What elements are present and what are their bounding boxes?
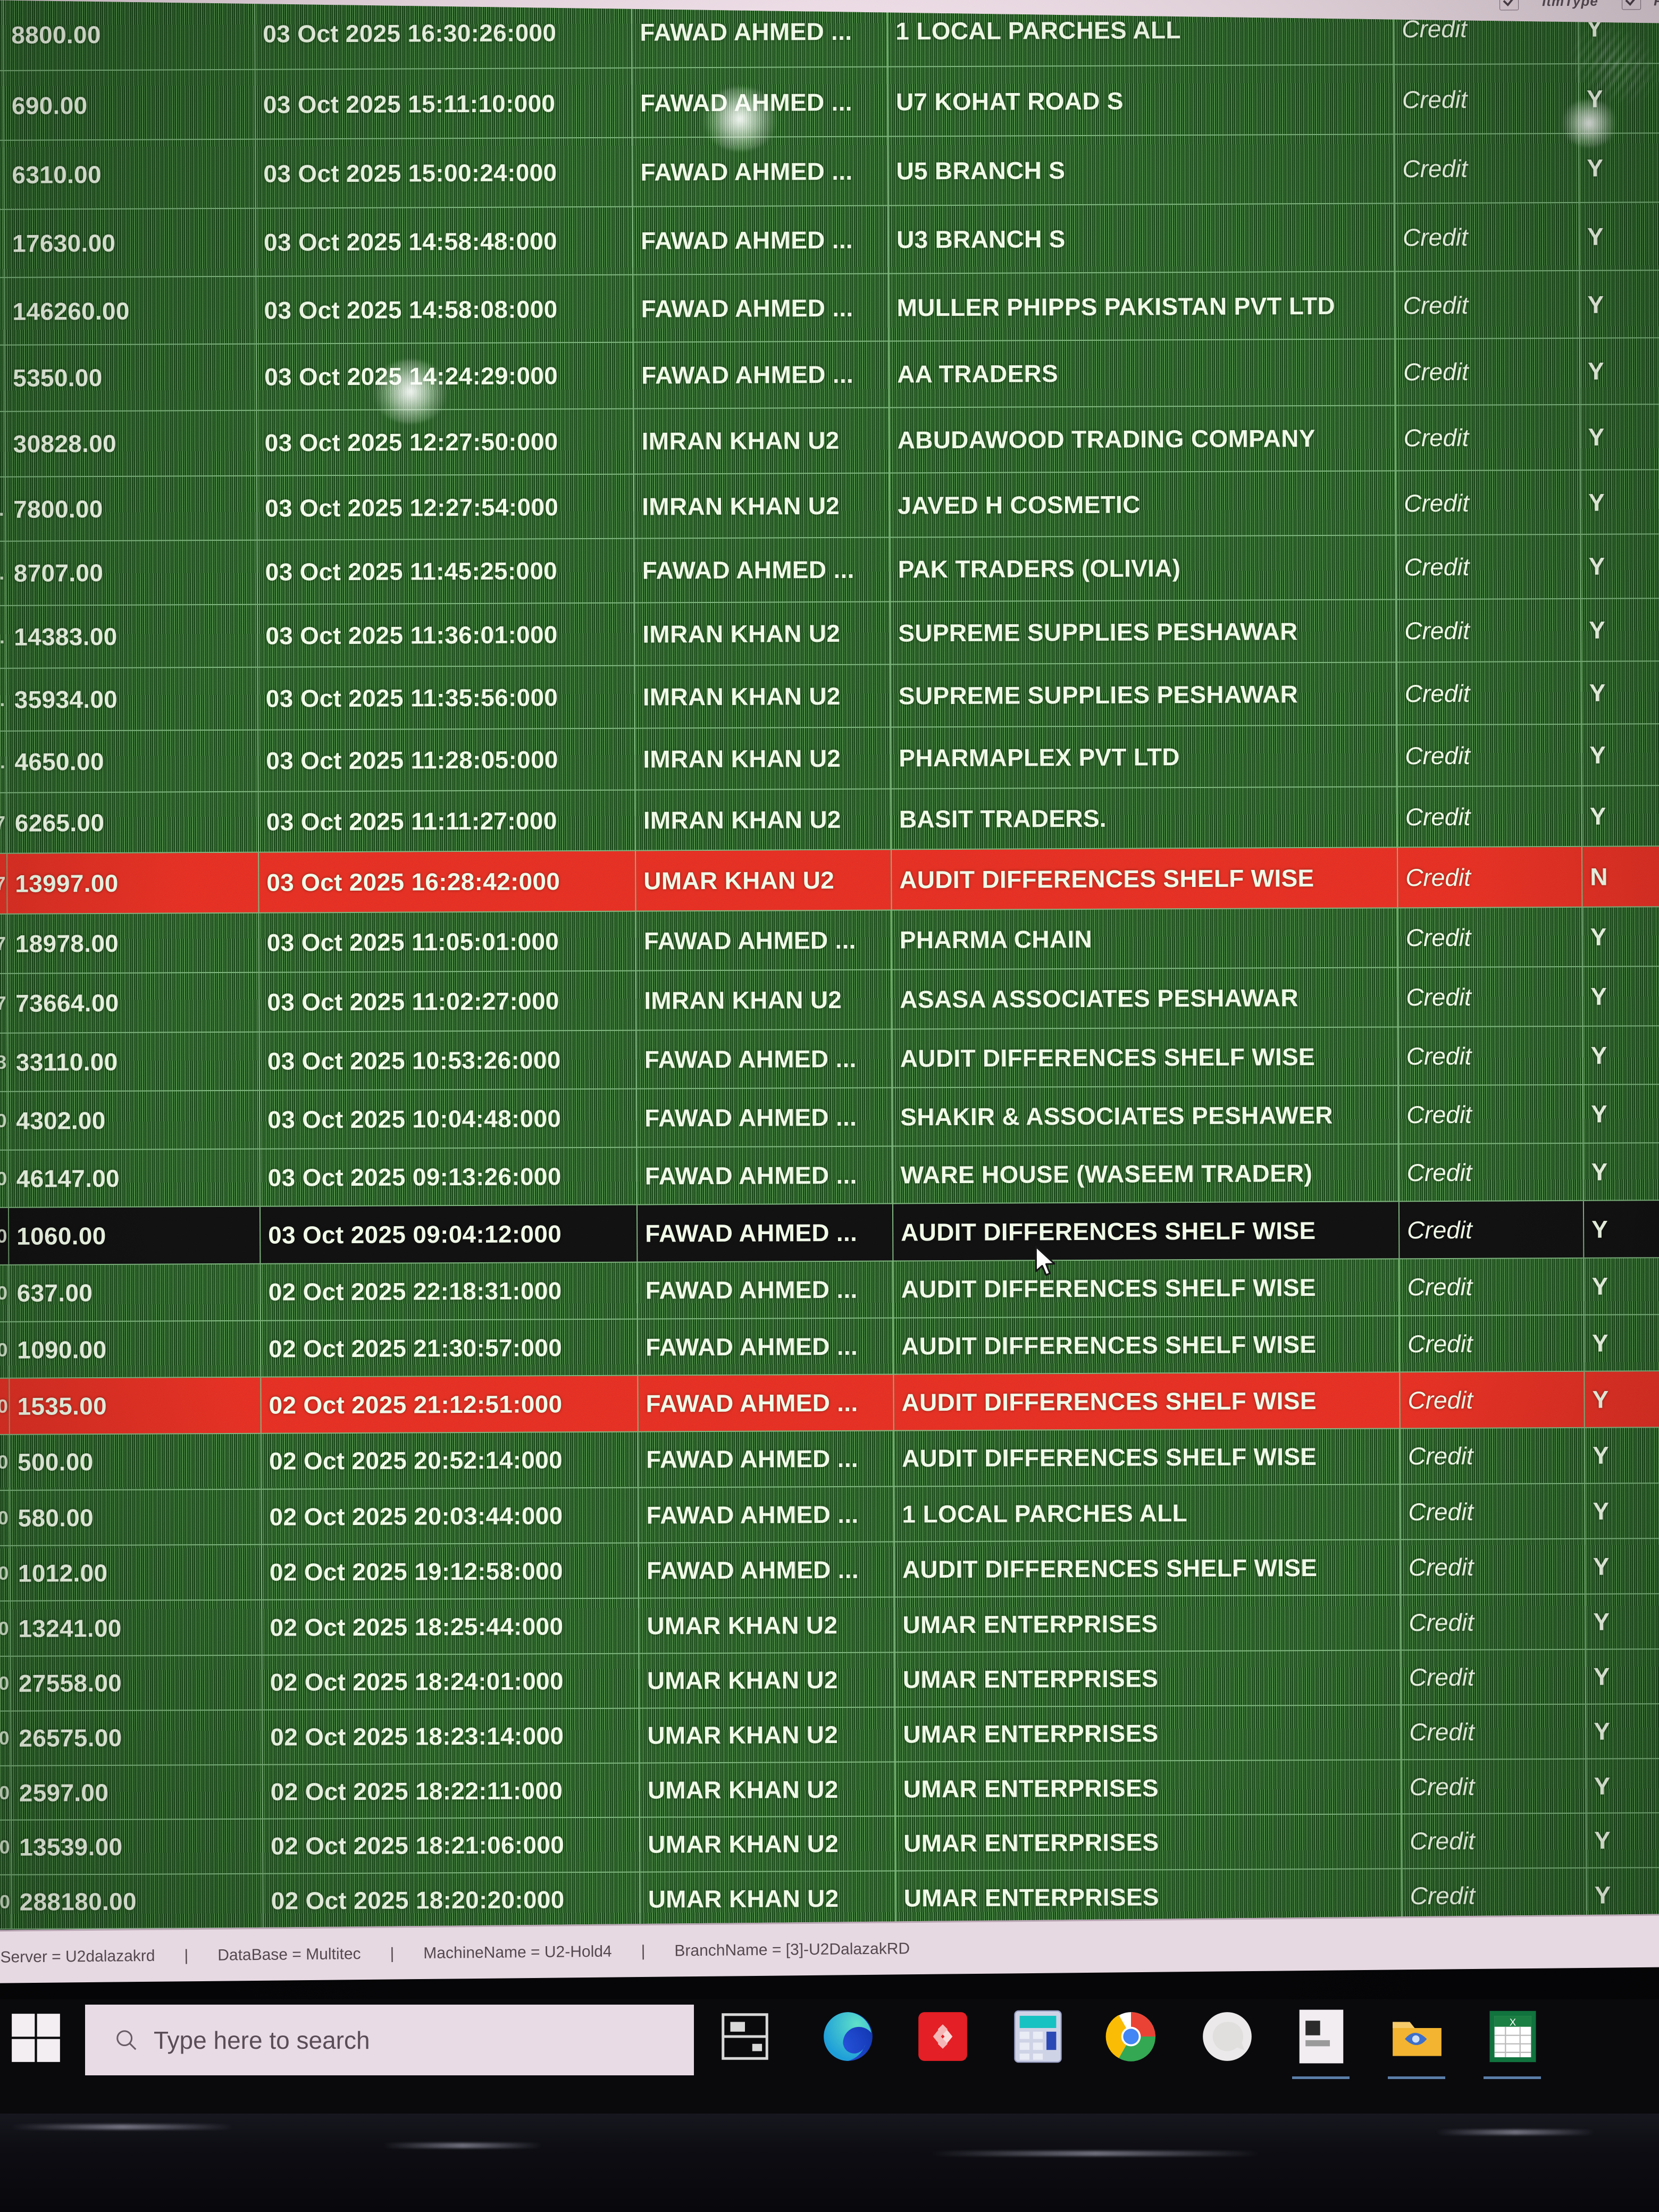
svg-text:X: X bbox=[1510, 2016, 1516, 2027]
